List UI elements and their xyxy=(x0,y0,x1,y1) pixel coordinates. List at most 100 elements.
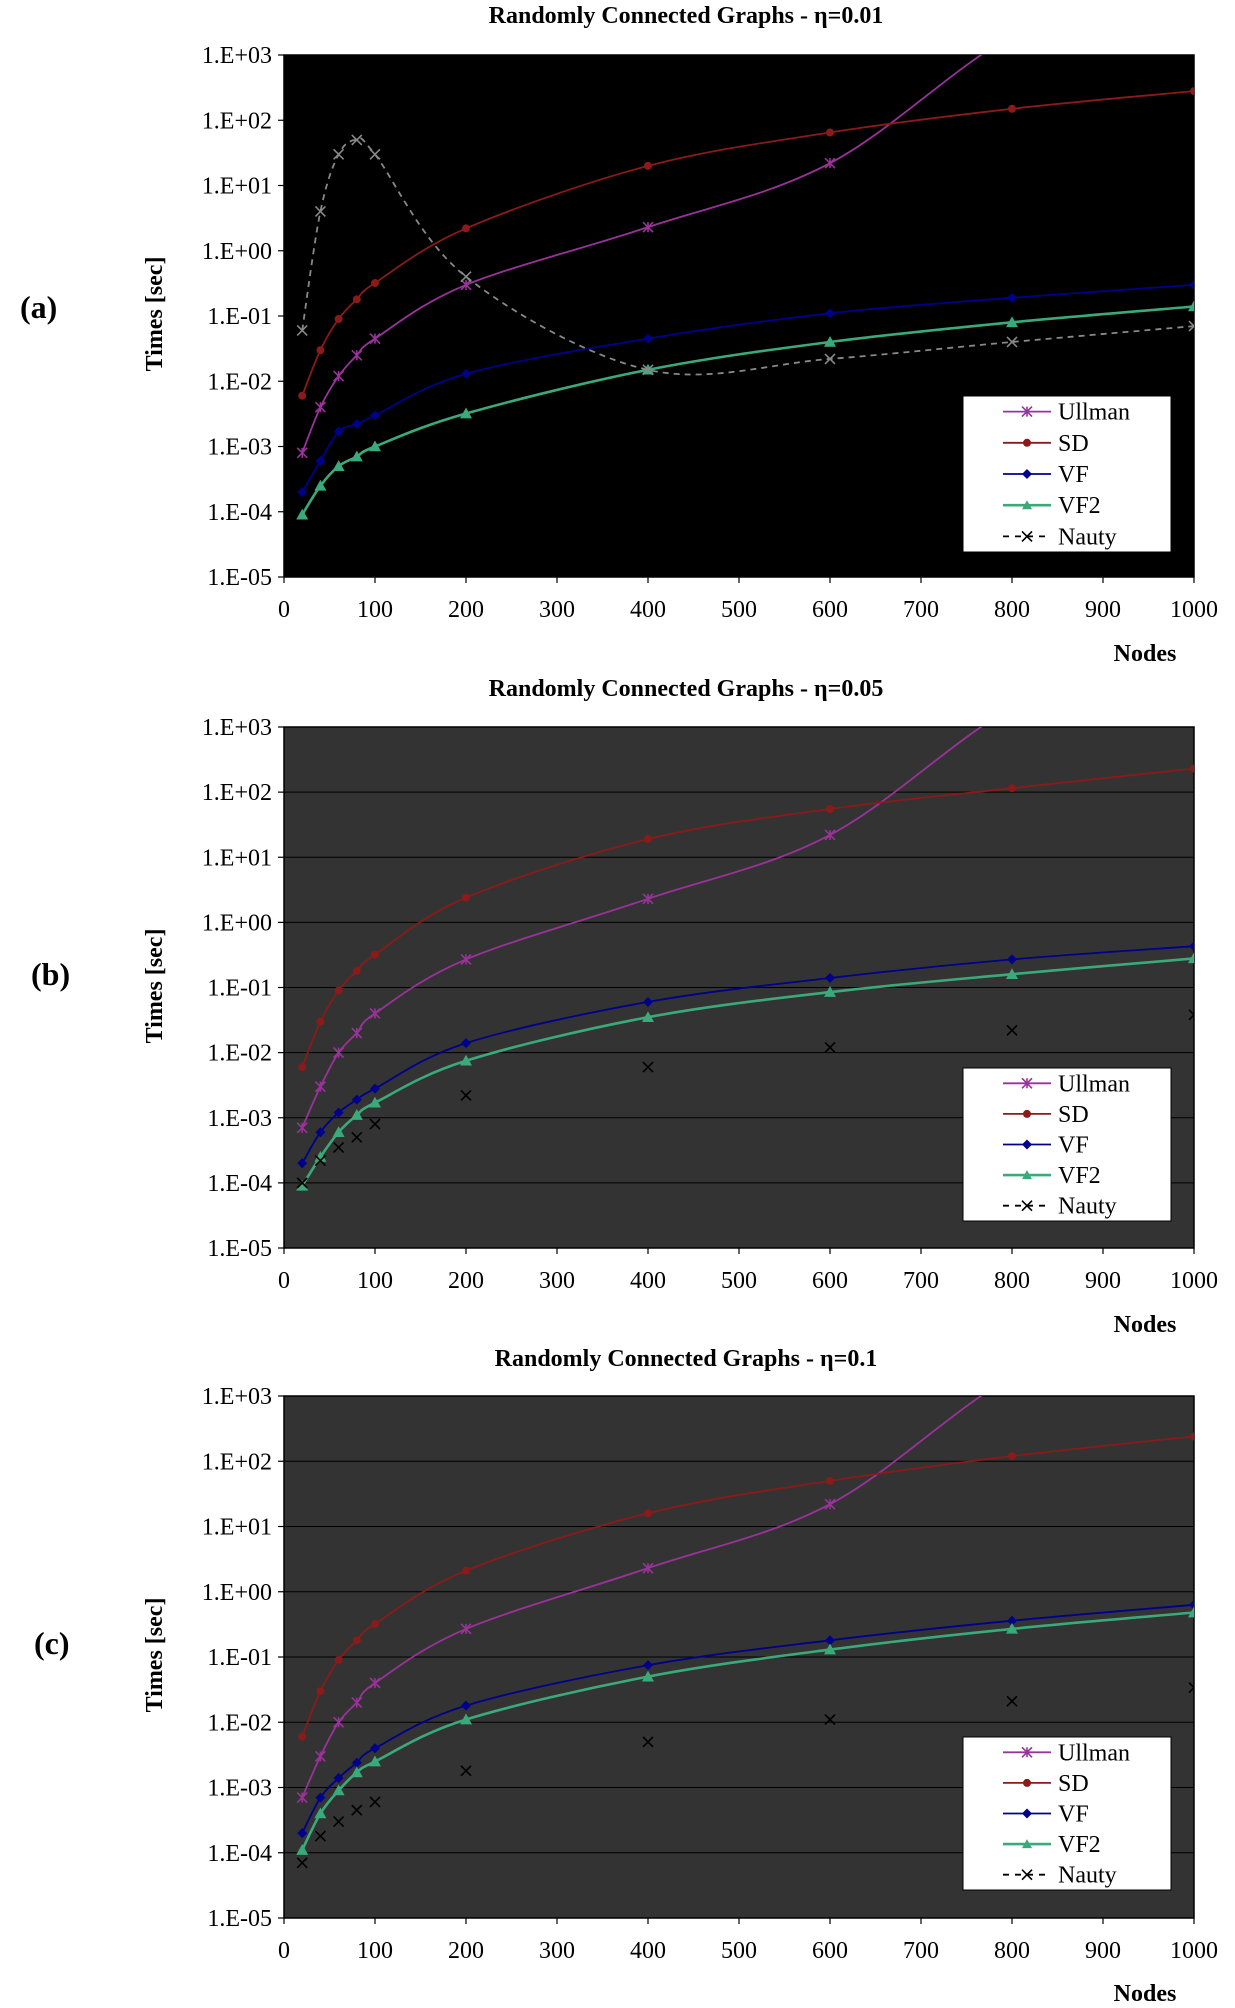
y-tick-label: 1.E-05 xyxy=(207,1236,272,1262)
series-nauty xyxy=(296,1009,1194,1189)
data-point xyxy=(642,1562,654,1574)
x-tick-label: 200 xyxy=(448,1938,484,1964)
legend-label: Nauty xyxy=(1058,524,1117,550)
data-point xyxy=(332,1784,345,1796)
legend-item-sd: SD xyxy=(1003,1771,1089,1797)
x-tick-label: 700 xyxy=(903,1938,939,1964)
x-tick-label: 400 xyxy=(630,1268,666,1294)
legend-marker xyxy=(1022,1808,1032,1819)
data-point xyxy=(352,1636,361,1645)
y-tick-label: 1.E+00 xyxy=(202,910,272,936)
data-point xyxy=(642,364,654,376)
data-point xyxy=(333,1816,345,1828)
legend-box xyxy=(962,395,1172,553)
y-tick-label: 1.E+00 xyxy=(202,1580,272,1606)
data-point xyxy=(460,279,472,291)
data-point xyxy=(1190,764,1194,773)
data-point xyxy=(334,986,343,995)
data-point xyxy=(333,1047,345,1059)
y-tick-label: 1.E+03 xyxy=(202,43,272,69)
data-point xyxy=(1007,292,1017,303)
data-point xyxy=(1189,1599,1194,1610)
chart-panel-c: (c) Randomly Connected Graphs - η=0.1 Ti… xyxy=(34,1346,1218,2007)
series-layer xyxy=(296,55,1194,520)
data-point xyxy=(350,1766,363,1778)
y-tick-label: 1.E+03 xyxy=(202,1384,272,1410)
x-tick-label: 1000 xyxy=(1170,1938,1218,1964)
legend-marker xyxy=(1022,500,1032,510)
data-point xyxy=(369,1118,381,1130)
data-point xyxy=(314,1150,327,1162)
data-point xyxy=(351,419,362,430)
x-axis-title: Nodes xyxy=(1114,1312,1177,1338)
x-tick-label: 0 xyxy=(278,1938,290,1964)
y-axis-title: Times [sec] xyxy=(142,257,168,372)
legend-label: Nauty xyxy=(1058,1863,1117,1889)
data-point xyxy=(369,1755,381,1767)
data-point xyxy=(369,1096,381,1108)
legend-label: SD xyxy=(1058,431,1089,457)
data-point xyxy=(460,1089,472,1102)
legend: Ullman SD VF VF2 Nauty xyxy=(962,395,1172,553)
data-point xyxy=(314,401,326,413)
data-point xyxy=(351,1804,363,1816)
y-tick-label: 1.E-02 xyxy=(207,369,272,395)
legend-item-vf: VF xyxy=(1003,1802,1089,1828)
legend-label: Ullman xyxy=(1058,1740,1130,1766)
x-tick-label: 0 xyxy=(278,597,290,623)
data-point xyxy=(316,346,325,355)
legend-item-nauty: Nauty xyxy=(1003,1194,1117,1220)
y-axis-title: Times [sec] xyxy=(142,1598,168,1713)
data-point xyxy=(369,148,381,160)
data-point xyxy=(824,157,836,169)
chart-title: Randomly Connected Graphs - η=0.1 xyxy=(495,1346,878,1372)
data-point xyxy=(642,1736,654,1748)
data-point xyxy=(332,1126,345,1137)
legend-item-vf2: VF2 xyxy=(1003,1832,1101,1858)
data-point xyxy=(296,508,309,520)
data-point xyxy=(315,1792,326,1803)
x-axis-title: Nodes xyxy=(1114,1981,1177,2007)
series-ullman xyxy=(296,1396,983,1804)
series-sd xyxy=(298,87,1194,400)
x-axis-ticks: 0 100 200 300 400 500 600 700 800 900 1000 xyxy=(278,1248,1218,1294)
legend-label: Nauty xyxy=(1058,1194,1117,1220)
data-point xyxy=(296,1792,308,1804)
data-point xyxy=(642,1670,654,1682)
data-point xyxy=(352,295,361,304)
legend-label: Ullman xyxy=(1058,1071,1130,1097)
data-point xyxy=(316,1687,325,1696)
data-point xyxy=(334,1655,343,1664)
data-point xyxy=(1188,300,1194,312)
series-vf xyxy=(297,1599,1194,1839)
data-point xyxy=(333,148,345,160)
legend-label: VF2 xyxy=(1058,493,1101,519)
series-sd xyxy=(298,764,1194,1072)
data-point xyxy=(351,349,363,361)
legend-label: VF2 xyxy=(1058,1163,1101,1189)
y-axis-ticks: 1.E-05 1.E-04 1.E-03 1.E-02 1.E-01 1.E+00 1.E+… xyxy=(202,43,284,591)
legend-item-sd: SD xyxy=(1003,431,1089,457)
x-tick-label: 100 xyxy=(357,1268,393,1294)
data-point xyxy=(297,1158,308,1169)
chart-panel-a: (a) Randomly Connected Graphs - η=0.01 T… xyxy=(20,3,1218,667)
data-point xyxy=(1008,784,1016,793)
data-point xyxy=(824,1643,836,1655)
legend-label: SD xyxy=(1058,1102,1089,1128)
series-ullman xyxy=(296,727,983,1134)
data-point xyxy=(460,1713,472,1725)
data-point xyxy=(333,370,345,382)
data-point xyxy=(460,953,472,965)
y-tick-label: 1.E-04 xyxy=(207,1171,272,1197)
data-point xyxy=(1006,1622,1018,1634)
data-point xyxy=(369,1796,381,1808)
data-point xyxy=(369,1007,381,1019)
y-tick-label: 1.E+02 xyxy=(202,108,272,134)
chart-panel-b: (b) Randomly Connected Graphs - η=0.05 T… xyxy=(31,676,1218,1338)
data-point xyxy=(1006,968,1018,980)
y-tick-label: 1.E-05 xyxy=(207,565,272,591)
x-tick-label: 500 xyxy=(721,1268,757,1294)
legend-label: VF xyxy=(1058,1133,1089,1159)
legend-label: VF2 xyxy=(1058,1832,1101,1858)
data-point xyxy=(371,1620,379,1629)
